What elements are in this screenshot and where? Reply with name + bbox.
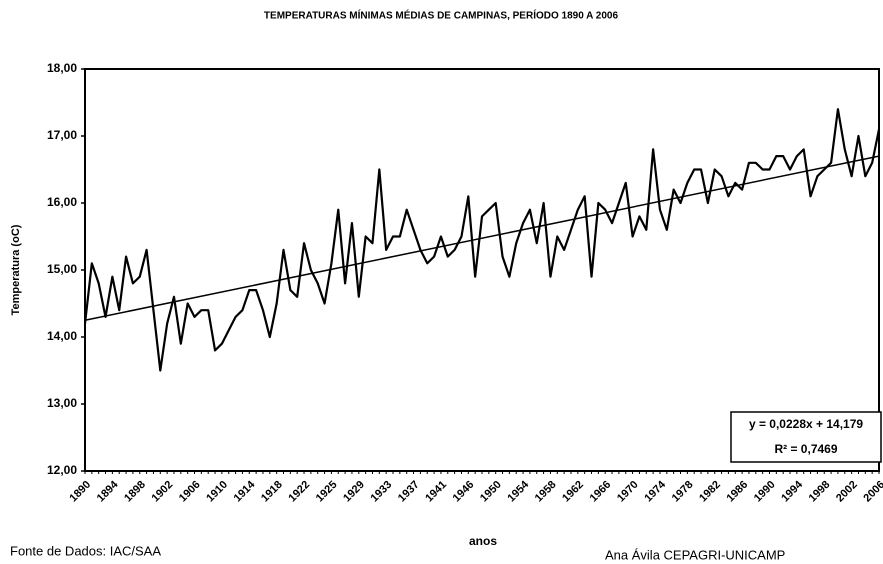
x-tick-label: 1898 xyxy=(122,479,148,505)
plot-frame xyxy=(84,68,880,472)
y-tick-label: 15,00 xyxy=(47,262,77,276)
x-tick-label: 1914 xyxy=(232,478,258,504)
y-tick-label: 13,00 xyxy=(47,396,77,410)
y-tick-label: 16,00 xyxy=(47,195,77,209)
source: Fonte de Dados: IAC/SAA xyxy=(10,543,161,558)
x-tick-label: 1970 xyxy=(615,479,641,505)
x-tick-label: 1998 xyxy=(807,479,833,505)
x-tick-label: 1978 xyxy=(670,479,696,505)
trendline xyxy=(84,155,880,321)
x-tick-label: 2006 xyxy=(861,479,883,505)
x-tick-label: 1937 xyxy=(396,479,422,505)
x-tick-label: 1986 xyxy=(724,479,750,505)
x-tick-label: 1933 xyxy=(369,479,395,505)
chart-title: TEMPERATURAS MÍNIMAS MÉDIAS DE CAMPINAS,… xyxy=(264,9,619,22)
temperature-line xyxy=(83,108,881,372)
x-tick-label: 1910 xyxy=(204,479,230,505)
x-tick-label: 1946 xyxy=(451,479,477,505)
y-tick-label: 14,00 xyxy=(47,329,77,343)
credit: Ana Ávila CEPAGRI-UNICAMP xyxy=(605,547,785,562)
y-axis-label: Temperatura (oC) xyxy=(10,224,22,315)
x-tick-label: 1902 xyxy=(150,479,176,505)
y-tick-label: 18,00 xyxy=(47,61,77,75)
x-tick-label: 1990 xyxy=(752,479,778,505)
x-tick-label: 2002 xyxy=(834,479,860,505)
x-tick-label: 1982 xyxy=(697,479,723,505)
x-tick-label: 1966 xyxy=(588,479,614,505)
x-tick-label: 1925 xyxy=(314,479,340,505)
equation-box xyxy=(730,411,882,463)
x-axis-label: anos xyxy=(469,534,497,548)
x-tick-label: 1974 xyxy=(642,478,668,504)
r-squared: R² = 0,7469 xyxy=(774,442,837,456)
x-tick-label: 1922 xyxy=(286,479,312,505)
x-tick-label: 1954 xyxy=(505,478,531,504)
equation: y = 0,0228x + 14,179 xyxy=(749,417,863,431)
x-tick-label: 1941 xyxy=(423,479,449,505)
x-tick-label: 1950 xyxy=(478,479,504,505)
x-tick-label: 1890 xyxy=(67,479,93,505)
x-tick-label: 1994 xyxy=(779,478,805,504)
x-tick-label: 1962 xyxy=(560,479,586,505)
x-tick-label: 1918 xyxy=(259,479,285,505)
x-tick-label: 1929 xyxy=(341,479,367,505)
y-tick-label: 12,00 xyxy=(47,463,77,477)
y-tick-label: 17,00 xyxy=(47,128,77,142)
x-tick-label: 1906 xyxy=(177,479,203,505)
x-tick-label: 1958 xyxy=(533,479,559,505)
x-tick-label: 1894 xyxy=(95,478,121,504)
